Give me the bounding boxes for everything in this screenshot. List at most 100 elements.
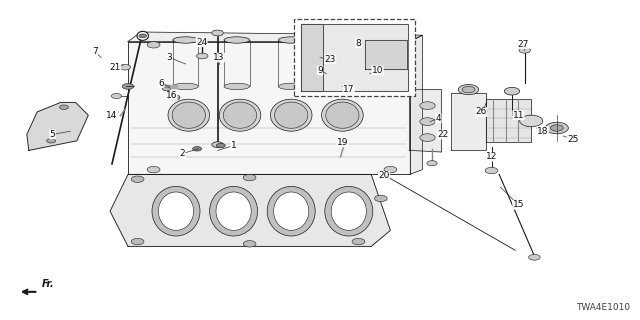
Ellipse shape — [326, 102, 359, 128]
Circle shape — [519, 47, 531, 53]
Ellipse shape — [268, 186, 315, 236]
Circle shape — [458, 84, 479, 95]
Circle shape — [171, 96, 177, 99]
Circle shape — [420, 134, 435, 141]
Ellipse shape — [324, 186, 372, 236]
Text: 5: 5 — [50, 130, 55, 139]
Circle shape — [374, 195, 387, 202]
Circle shape — [427, 161, 437, 166]
Circle shape — [47, 139, 56, 143]
Polygon shape — [301, 24, 408, 91]
Ellipse shape — [173, 37, 198, 43]
Ellipse shape — [159, 192, 193, 230]
Circle shape — [243, 241, 256, 247]
Circle shape — [384, 42, 397, 48]
Circle shape — [111, 93, 122, 99]
Text: 27: 27 — [518, 40, 529, 49]
Circle shape — [147, 166, 160, 173]
Circle shape — [352, 238, 365, 245]
Bar — [294, 19, 415, 96]
Text: 10: 10 — [372, 66, 383, 75]
Ellipse shape — [330, 83, 355, 90]
Circle shape — [336, 26, 362, 38]
Ellipse shape — [210, 186, 258, 236]
Circle shape — [341, 51, 356, 58]
Ellipse shape — [219, 99, 261, 131]
Circle shape — [122, 84, 134, 89]
Ellipse shape — [270, 99, 312, 131]
Text: 23: 23 — [324, 55, 336, 64]
Circle shape — [545, 122, 568, 134]
Circle shape — [520, 115, 543, 127]
Text: 25: 25 — [567, 135, 579, 144]
Ellipse shape — [322, 99, 364, 131]
Circle shape — [462, 86, 475, 93]
Ellipse shape — [224, 37, 250, 43]
Circle shape — [243, 174, 256, 181]
Polygon shape — [128, 42, 410, 174]
Polygon shape — [365, 40, 407, 69]
Polygon shape — [301, 24, 323, 91]
Polygon shape — [451, 93, 486, 150]
Text: 7: 7 — [92, 47, 97, 56]
Ellipse shape — [173, 83, 198, 90]
Circle shape — [477, 109, 487, 114]
Circle shape — [341, 28, 356, 36]
Ellipse shape — [152, 186, 200, 236]
Circle shape — [193, 147, 202, 151]
Circle shape — [131, 176, 144, 182]
Circle shape — [168, 95, 180, 100]
Polygon shape — [162, 85, 177, 88]
Ellipse shape — [330, 37, 355, 43]
Text: 3: 3 — [167, 53, 172, 62]
Ellipse shape — [332, 192, 367, 230]
Text: 14: 14 — [106, 111, 118, 120]
Text: 20: 20 — [378, 172, 390, 180]
Circle shape — [196, 53, 208, 59]
Circle shape — [420, 118, 435, 125]
Circle shape — [384, 166, 397, 173]
Text: 6: 6 — [159, 79, 164, 88]
Text: 19: 19 — [337, 138, 348, 147]
Polygon shape — [410, 35, 422, 174]
Circle shape — [131, 238, 144, 245]
Circle shape — [60, 105, 68, 109]
Text: 9: 9 — [317, 66, 323, 75]
Circle shape — [139, 34, 147, 38]
Polygon shape — [128, 32, 422, 42]
Polygon shape — [486, 99, 531, 142]
Text: 8: 8 — [356, 39, 361, 48]
Text: 11: 11 — [513, 111, 524, 120]
Circle shape — [119, 64, 131, 70]
Ellipse shape — [216, 192, 251, 230]
Text: 26: 26 — [476, 108, 487, 116]
Circle shape — [420, 102, 435, 109]
Polygon shape — [410, 90, 442, 152]
Text: Fr.: Fr. — [42, 279, 54, 289]
Text: 18: 18 — [537, 127, 548, 136]
Ellipse shape — [274, 192, 309, 230]
Circle shape — [529, 254, 540, 260]
Ellipse shape — [223, 102, 257, 128]
Ellipse shape — [168, 99, 210, 131]
Ellipse shape — [278, 83, 304, 90]
Circle shape — [216, 143, 225, 148]
Polygon shape — [27, 102, 88, 150]
Text: 2: 2 — [180, 149, 185, 158]
Text: 13: 13 — [213, 53, 225, 62]
Circle shape — [212, 30, 223, 36]
Ellipse shape — [278, 37, 304, 43]
Ellipse shape — [172, 102, 205, 128]
Polygon shape — [213, 30, 222, 35]
Text: 16: 16 — [166, 92, 177, 100]
Circle shape — [336, 70, 362, 83]
Circle shape — [504, 87, 520, 95]
Circle shape — [212, 142, 223, 148]
Circle shape — [336, 48, 362, 61]
Text: 17: 17 — [343, 85, 355, 94]
Text: 4: 4 — [436, 114, 441, 123]
Text: 15: 15 — [513, 200, 524, 209]
Circle shape — [550, 125, 563, 131]
Circle shape — [163, 87, 170, 91]
Ellipse shape — [137, 31, 148, 40]
